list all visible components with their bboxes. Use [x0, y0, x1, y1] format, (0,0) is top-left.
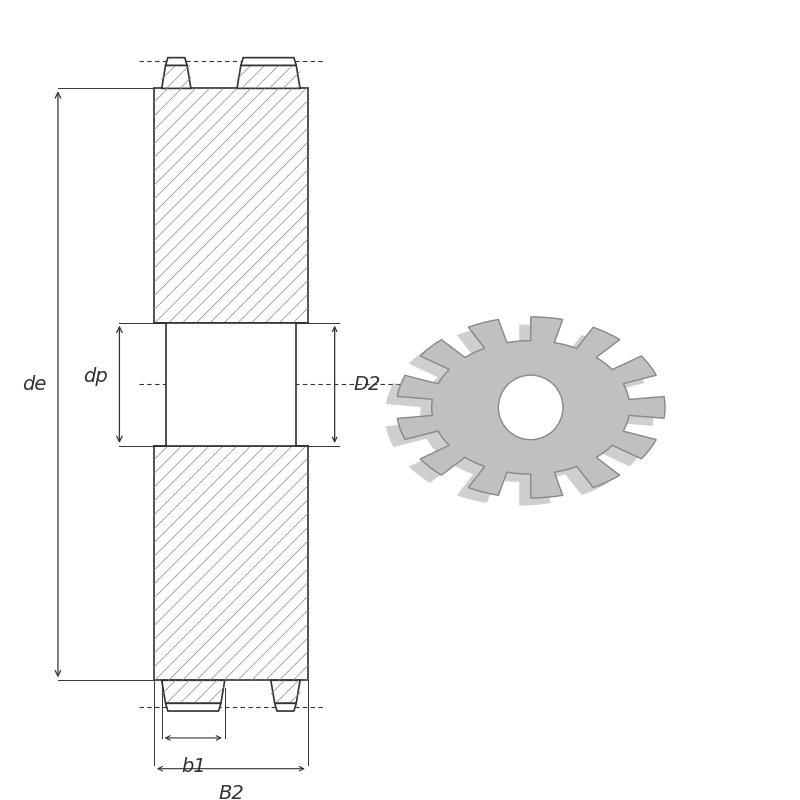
Polygon shape — [274, 703, 296, 711]
Polygon shape — [271, 680, 300, 703]
Polygon shape — [166, 703, 221, 711]
Polygon shape — [386, 325, 654, 506]
Polygon shape — [162, 680, 225, 703]
Text: de: de — [22, 375, 46, 394]
Text: b1: b1 — [181, 757, 206, 776]
Polygon shape — [166, 323, 296, 446]
Text: B2: B2 — [218, 784, 244, 800]
Polygon shape — [154, 446, 308, 680]
Polygon shape — [241, 58, 296, 66]
Polygon shape — [237, 66, 300, 88]
Polygon shape — [398, 317, 665, 498]
Text: D2: D2 — [354, 375, 382, 394]
Polygon shape — [166, 58, 187, 66]
Circle shape — [498, 375, 563, 440]
Polygon shape — [154, 88, 308, 323]
Text: dp: dp — [83, 367, 108, 386]
Polygon shape — [162, 66, 191, 88]
